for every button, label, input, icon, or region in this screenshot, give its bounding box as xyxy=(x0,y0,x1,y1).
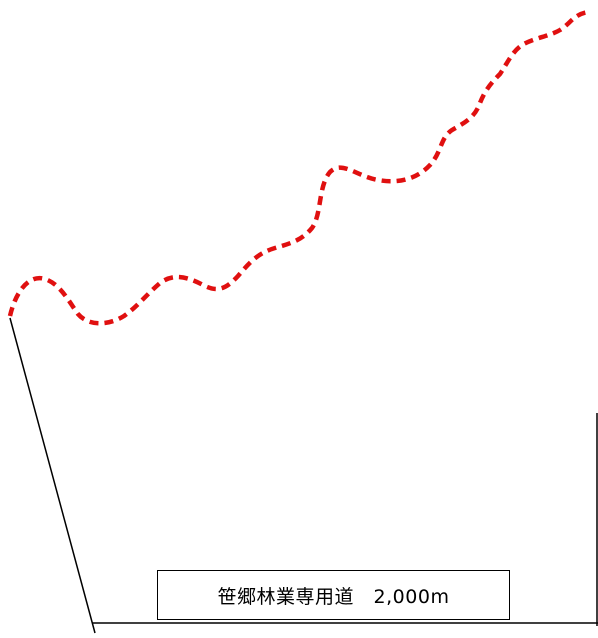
leader-line-left xyxy=(9,317,96,634)
forest-road-route xyxy=(7,9,589,326)
road-label-box: 笹郷林業専用道 2,000m xyxy=(157,570,510,620)
road-label-text: 笹郷林業専用道 2,000m xyxy=(217,585,450,608)
